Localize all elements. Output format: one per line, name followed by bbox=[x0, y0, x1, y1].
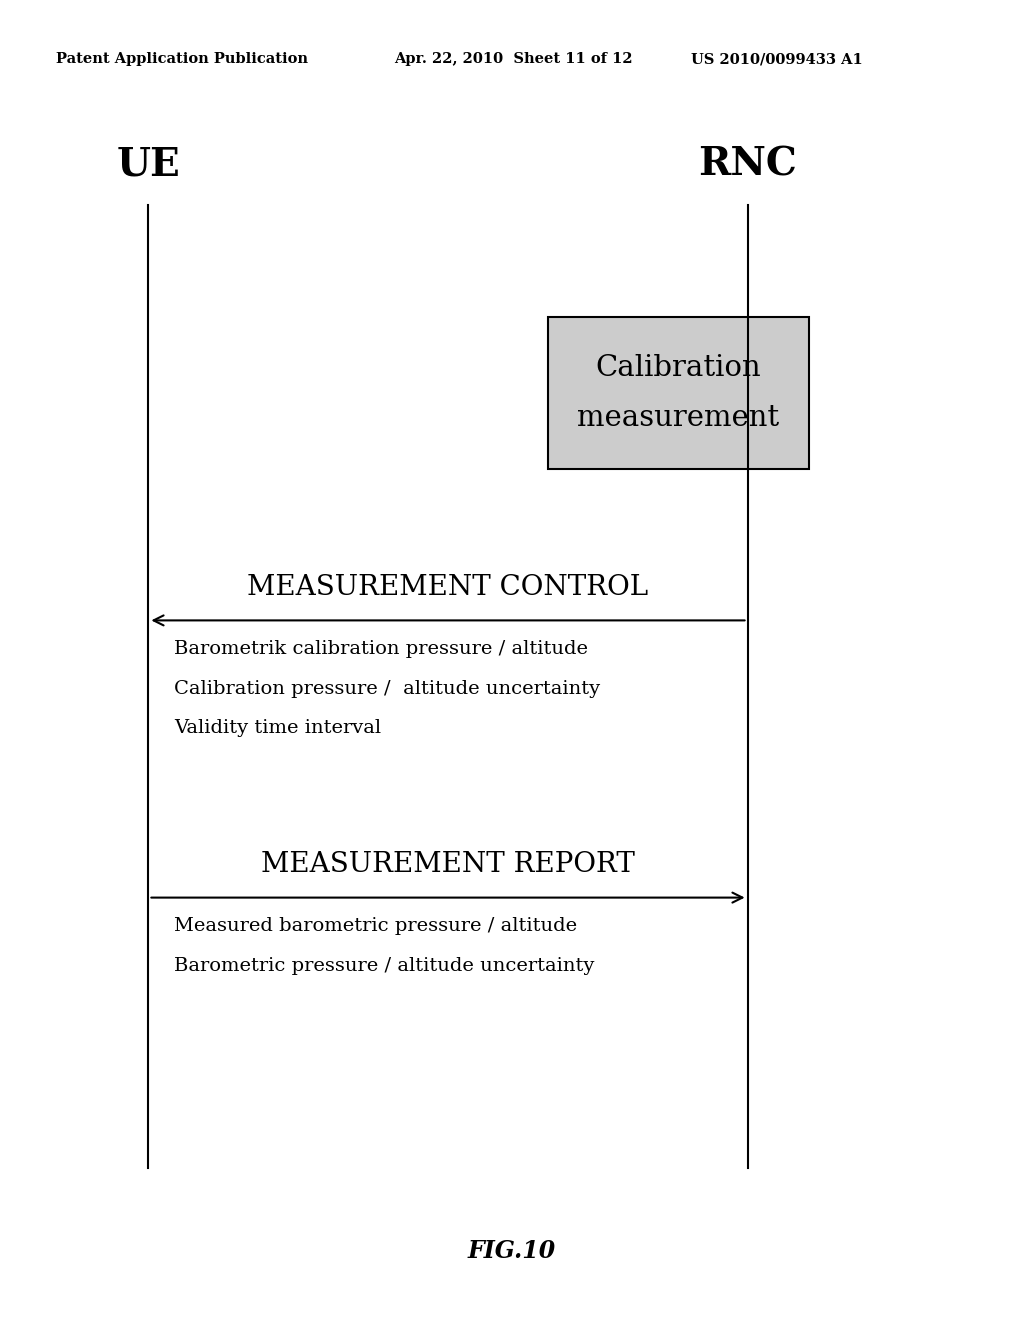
Text: FIG.10: FIG.10 bbox=[468, 1239, 556, 1263]
Text: Barometric pressure / altitude uncertainty: Barometric pressure / altitude uncertain… bbox=[174, 957, 595, 975]
Text: MEASUREMENT CONTROL: MEASUREMENT CONTROL bbox=[248, 574, 648, 601]
Text: Calibration pressure /  altitude uncertainty: Calibration pressure / altitude uncertai… bbox=[174, 680, 600, 698]
Text: Apr. 22, 2010  Sheet 11 of 12: Apr. 22, 2010 Sheet 11 of 12 bbox=[394, 53, 633, 66]
Text: Measured barometric pressure / altitude: Measured barometric pressure / altitude bbox=[174, 917, 578, 936]
Text: Barometrik calibration pressure / altitude: Barometrik calibration pressure / altitu… bbox=[174, 640, 588, 659]
Text: Calibration
measurement: Calibration measurement bbox=[578, 354, 779, 432]
Text: MEASUREMENT REPORT: MEASUREMENT REPORT bbox=[261, 851, 635, 878]
Text: Validity time interval: Validity time interval bbox=[174, 719, 381, 738]
Text: Patent Application Publication: Patent Application Publication bbox=[56, 53, 308, 66]
Text: UE: UE bbox=[117, 147, 180, 183]
Text: US 2010/0099433 A1: US 2010/0099433 A1 bbox=[691, 53, 863, 66]
Bar bbox=[548, 317, 809, 469]
Text: RNC: RNC bbox=[698, 147, 797, 183]
